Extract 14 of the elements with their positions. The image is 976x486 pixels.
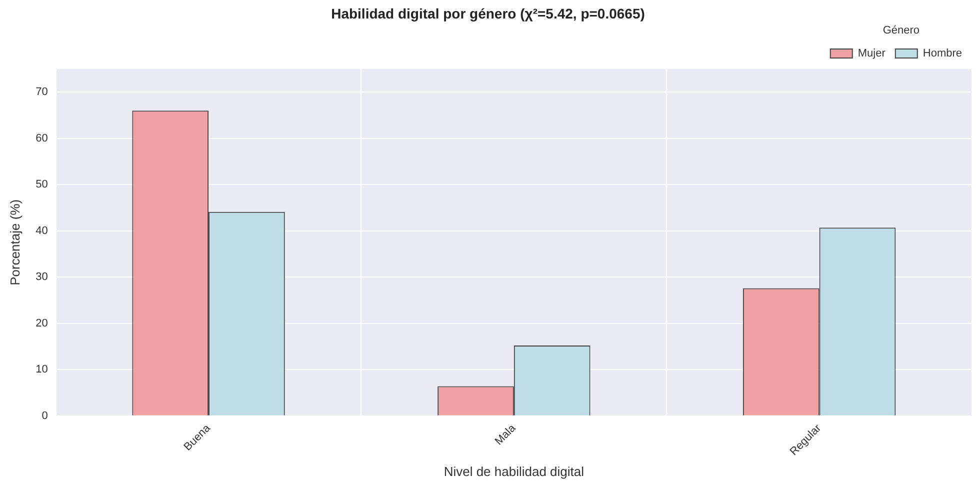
chart-title: Habilidad digital por género (χ²=5.42, p=0.0665) <box>331 5 645 22</box>
legend-title: Género <box>882 24 920 36</box>
x-axis-title: Nivel de habilidad digital <box>444 464 584 479</box>
legend-label: Mujer <box>858 48 886 60</box>
y-tick-label: 40 <box>36 224 48 237</box>
y-tick-label: 70 <box>36 86 48 98</box>
y-tick-label: 20 <box>36 317 48 330</box>
y-tick-label: 60 <box>36 132 48 144</box>
y-tick-label: 10 <box>36 364 48 376</box>
y-axis-title: Porcentaje (%) <box>7 199 22 286</box>
y-tick-label: 0 <box>42 410 48 422</box>
y-tick-label: 30 <box>36 271 48 284</box>
y-tick-label: 50 <box>36 178 48 191</box>
legend-label: Hombre <box>922 48 962 60</box>
